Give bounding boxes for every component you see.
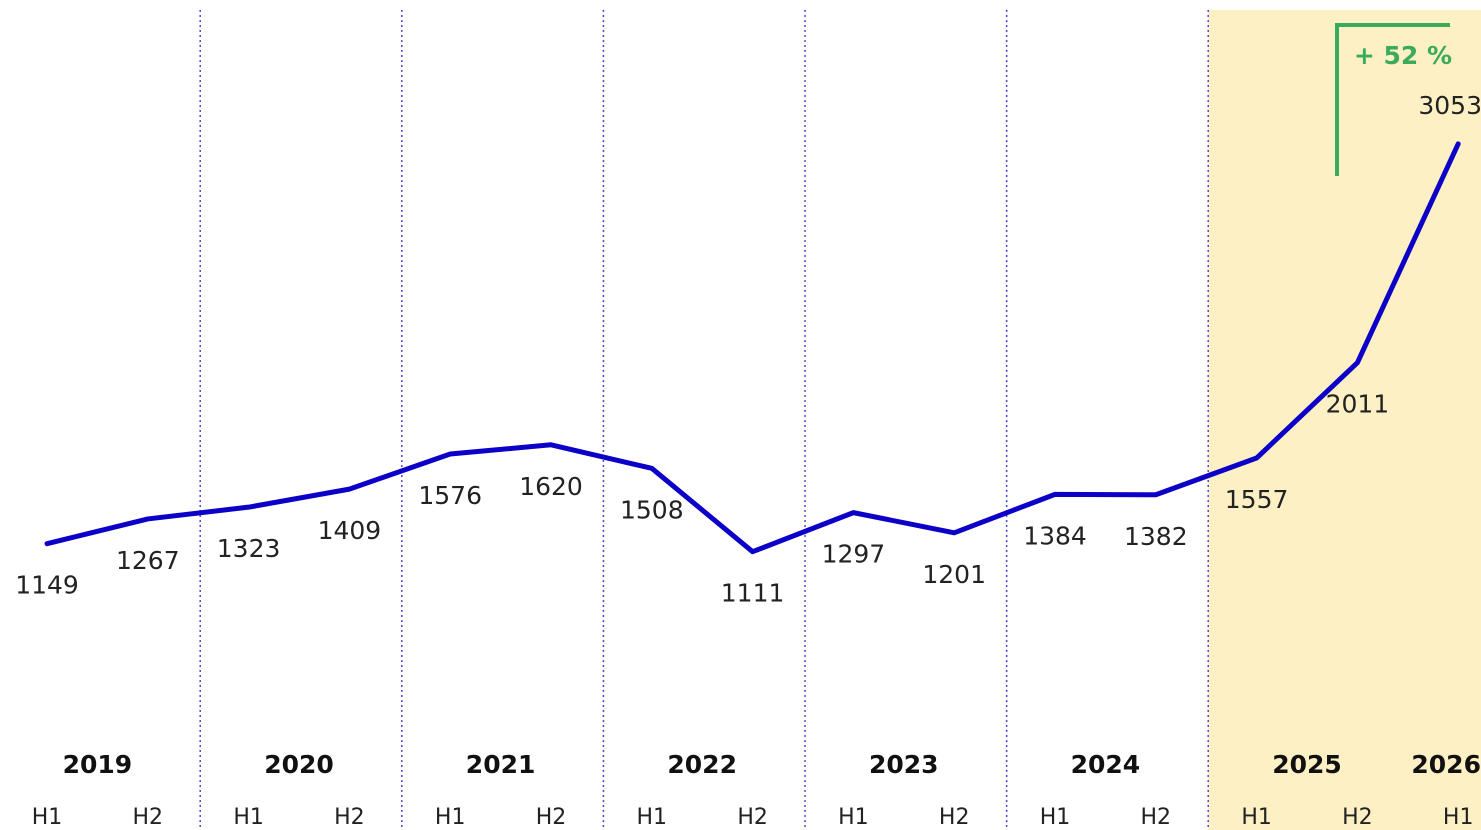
year-label: 2022 <box>667 750 737 779</box>
x-tick-label: H2 <box>939 805 970 830</box>
year-label: 2025 <box>1272 750 1342 779</box>
data-label: 1149 <box>15 571 79 600</box>
x-tick-label: H1 <box>435 805 466 830</box>
year-label: 2023 <box>869 750 939 779</box>
year-label: 2021 <box>466 750 536 779</box>
data-label: 1297 <box>822 540 886 569</box>
data-label: 1111 <box>721 579 785 608</box>
x-tick-label: H1 <box>233 805 264 830</box>
data-label: 1382 <box>1124 522 1188 551</box>
x-tick-label: H1 <box>637 805 668 830</box>
line <box>44 141 1461 555</box>
x-tick-label: H1 <box>1040 805 1071 830</box>
x-tick-label: H2 <box>1342 805 1373 830</box>
year-label: 2026 <box>1411 750 1481 779</box>
annotation-bracket <box>1335 23 1450 176</box>
data-label: 3053 <box>1418 91 1481 120</box>
data-label: 1508 <box>620 495 684 524</box>
data-label: 2011 <box>1326 390 1390 419</box>
annotation: + 52 % <box>1354 41 1452 70</box>
x-tick-label: H2 <box>1141 805 1172 830</box>
x-tick-label: H2 <box>737 805 768 830</box>
x-tick-label: H1 <box>838 805 869 830</box>
data-label: 1557 <box>1225 485 1289 514</box>
data-label: 1201 <box>922 560 986 589</box>
x-tick-label: H2 <box>334 805 365 830</box>
x-tick-label: H1 <box>32 805 63 830</box>
data-label: 1409 <box>318 516 382 545</box>
x-tick-label: H1 <box>1241 805 1272 830</box>
data-label: 1267 <box>116 546 180 575</box>
data-label: 1384 <box>1023 521 1087 550</box>
data-label: 1323 <box>217 534 281 563</box>
x-tick-label: H2 <box>536 805 567 830</box>
x-tick-label: H2 <box>133 805 164 830</box>
year-label: 2019 <box>63 750 133 779</box>
forecast-highlight <box>1208 10 1481 830</box>
data-label: 1620 <box>519 472 583 501</box>
x-tick-label: H1 <box>1443 805 1474 830</box>
year-label: 2024 <box>1071 750 1141 779</box>
year-label: 2020 <box>264 750 334 779</box>
data-label: 1576 <box>418 481 482 510</box>
